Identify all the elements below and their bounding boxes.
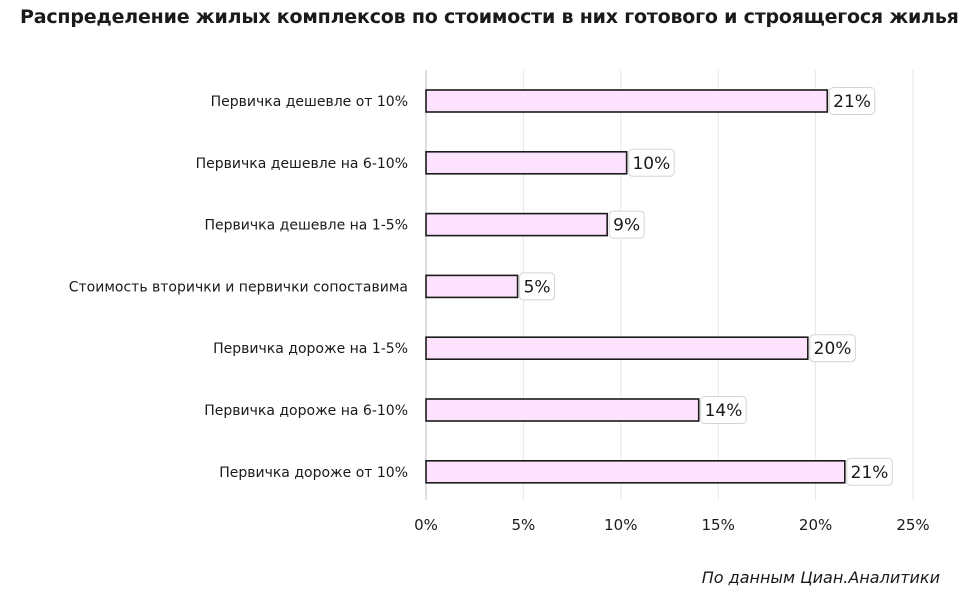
data-label: 21% xyxy=(851,463,889,483)
category-label: Первичка дешевле на 1-5% xyxy=(205,218,408,234)
category-label: Первичка дороже на 6-10% xyxy=(204,403,408,419)
x-tick-label: 20% xyxy=(799,516,832,534)
x-tick-labels: 0% 5% 10% 15% 20% 25% xyxy=(414,516,930,534)
data-label-box xyxy=(628,148,675,177)
bar xyxy=(425,151,628,175)
x-tick-label: 5% xyxy=(512,516,536,534)
bar xyxy=(425,212,608,237)
bar xyxy=(425,459,846,484)
bars xyxy=(425,89,846,484)
category-label: Первичка дешевле на 6-10% xyxy=(196,156,408,172)
x-tick-label: 10% xyxy=(604,516,637,534)
category-label: Первичка дешевле от 10% xyxy=(211,94,408,110)
bar xyxy=(425,398,700,422)
chart-title: Распределение жилых комплексов по стоимо… xyxy=(20,6,959,28)
data-label: 5% xyxy=(524,277,551,297)
bar-chart: Первичка дешевле от 10% Первичка дешевле … xyxy=(69,70,930,534)
data-labels: 21% 10% 9% 5% 20% 14% 21% xyxy=(519,87,893,486)
data-label: 21% xyxy=(833,92,871,112)
data-label-box xyxy=(846,457,893,486)
data-label: 14% xyxy=(705,401,743,421)
x-tick-label: 15% xyxy=(702,516,735,534)
category-labels: Первичка дешевле от 10% Первичка дешевле … xyxy=(69,94,408,481)
data-label-box xyxy=(519,272,556,301)
data-label: 20% xyxy=(814,339,852,359)
data-label-box xyxy=(608,210,645,239)
category-label: Первичка дороже на 1-5% xyxy=(213,341,408,357)
data-label: 10% xyxy=(632,154,670,174)
data-label-box xyxy=(809,334,856,363)
source-note: По данным Циан.Аналитики xyxy=(701,568,940,587)
x-tick-label: 25% xyxy=(896,516,929,534)
bar xyxy=(425,336,809,361)
data-label-box xyxy=(828,87,876,115)
bar xyxy=(425,89,829,113)
category-label: Первичка дороже от 10% xyxy=(219,465,408,481)
x-tick-label: 0% xyxy=(414,516,438,534)
bar xyxy=(425,274,519,299)
data-label: 9% xyxy=(613,216,640,236)
category-label: Стоимость вторички и первички сопоставим… xyxy=(69,279,408,295)
data-label-box xyxy=(700,396,747,424)
